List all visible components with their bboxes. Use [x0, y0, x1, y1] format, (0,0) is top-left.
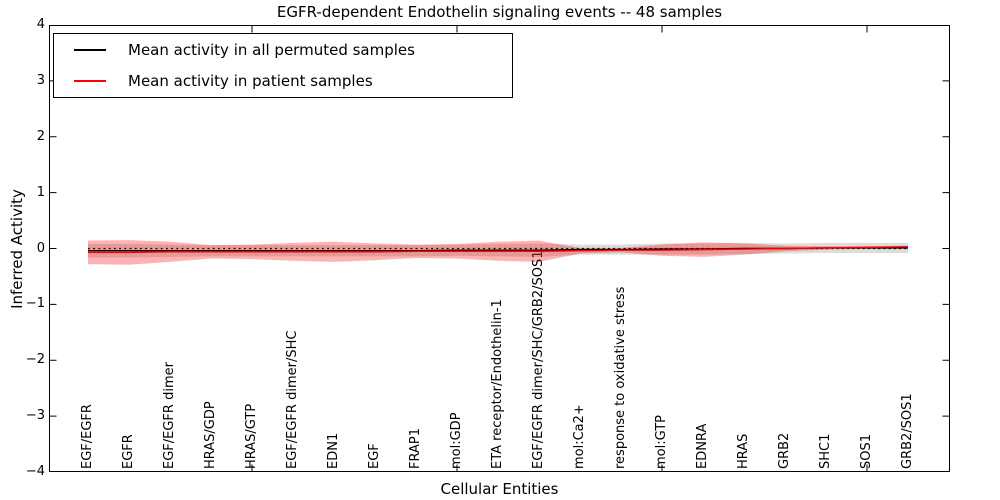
y-tick-label: 4 — [36, 17, 45, 32]
y-tick-label: −1 — [25, 296, 45, 312]
y-tick-label: −2 — [25, 352, 45, 368]
plot-area — [49, 25, 950, 472]
plot-frame — [49, 25, 950, 472]
y-tick-label: −3 — [25, 408, 45, 424]
legend-row: Mean activity in all permuted samples — [54, 36, 512, 64]
y-tick-label: 3 — [36, 72, 45, 88]
patient-mean-line — [88, 246, 909, 254]
legend: Mean activity in all permuted samples Mea… — [53, 33, 513, 98]
legend-label: Mean activity in all permuted samples — [128, 41, 415, 60]
legend-line-sample — [74, 79, 106, 82]
legend-line-sample — [74, 49, 106, 52]
patient-std-band — [88, 240, 908, 265]
chart-title: EGFR-dependent Endothelin signaling even… — [276, 3, 723, 21]
legend-row: Mean activity in patient samples — [54, 67, 512, 95]
legend-label: Mean activity in patient samples — [128, 71, 373, 90]
x-axis-label: Cellular Entities — [440, 480, 559, 498]
y-tick-label: 1 — [36, 184, 45, 200]
y-tick-label: 2 — [36, 128, 45, 144]
y-tick-label: 0 — [36, 240, 45, 256]
y-tick-label: −4 — [25, 464, 45, 479]
